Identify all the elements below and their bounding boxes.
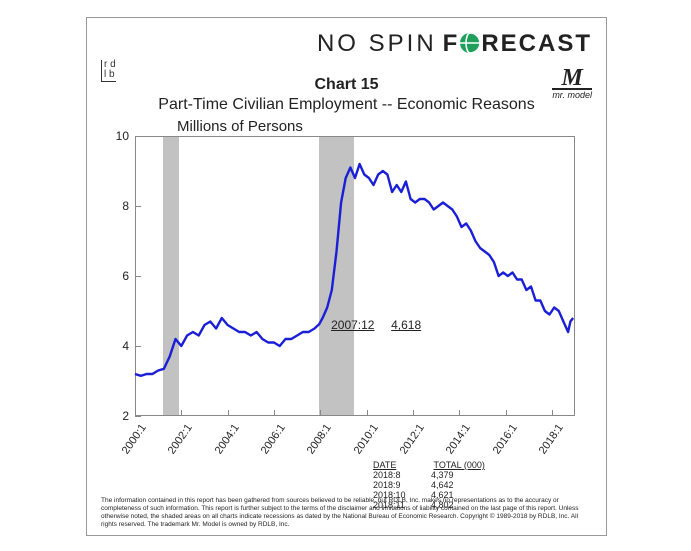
ytick-mark — [135, 136, 141, 137]
ytick-label: 4 — [109, 339, 129, 353]
xtick-label: 2006:1 — [249, 422, 288, 470]
annotation-date: 2007:12 — [331, 318, 374, 332]
table-header-total: TOTAL (000) — [434, 460, 488, 470]
xtick-mark — [367, 410, 368, 416]
table-row: 2018:84,379 — [373, 470, 488, 480]
line-chart — [135, 136, 575, 416]
xtick-mark — [459, 410, 460, 416]
ytick-label: 6 — [109, 269, 129, 283]
xtick-label: 2018:1 — [527, 422, 566, 470]
table-cell-date: 2018:8 — [373, 470, 431, 480]
plot-area: 246810 2000:12002:12004:12006:12008:1201… — [135, 136, 575, 416]
table-cell-total: 4,379 — [431, 470, 485, 480]
table-header-row: DATE TOTAL (000) — [373, 460, 488, 470]
chart-subtitle: Millions of Persons — [177, 118, 303, 135]
xtick-mark — [506, 410, 507, 416]
series-line — [135, 164, 573, 376]
table-row: 2018:94,642 — [373, 480, 488, 490]
ytick-mark — [135, 276, 141, 277]
xtick-mark — [181, 410, 182, 416]
footnote: The information contained in this report… — [101, 497, 592, 529]
ytick-label: 10 — [109, 129, 129, 143]
xtick-mark — [228, 410, 229, 416]
ytick-mark — [135, 416, 141, 417]
table-cell-date: 2018:9 — [373, 480, 431, 490]
xtick-mark — [320, 410, 321, 416]
chart-title: Part-Time Civilian Employment -- Economi… — [87, 96, 606, 114]
xtick-label: 2002:1 — [157, 422, 196, 470]
chart-number: Chart 15 — [87, 76, 606, 94]
chart-frame: NO SPIN FRECAST r d l b M mr. model Char… — [86, 17, 607, 536]
table-header-date: DATE — [373, 460, 431, 470]
xtick-mark — [552, 410, 553, 416]
ytick-mark — [135, 346, 141, 347]
ytick-label: 8 — [109, 199, 129, 213]
brand-left: NO SPIN — [317, 30, 437, 58]
xtick-label: 2000:1 — [110, 422, 149, 470]
chart-titles: Chart 15 Part-Time Civilian Employment -… — [87, 76, 606, 114]
xtick-mark — [274, 410, 275, 416]
ytick-label: 2 — [109, 409, 129, 423]
ytick-mark — [135, 206, 141, 207]
brand-right: FRECAST — [443, 30, 592, 58]
table-cell-total: 4,642 — [431, 480, 485, 490]
globe-icon — [459, 32, 481, 54]
brand-logo: NO SPIN FRECAST — [317, 30, 592, 58]
xtick-mark — [135, 410, 136, 416]
xtick-label: 2004:1 — [203, 422, 242, 470]
annotation-value: 4,618 — [391, 318, 421, 332]
xtick-mark — [413, 410, 414, 416]
xtick-label: 2008:1 — [296, 422, 335, 470]
